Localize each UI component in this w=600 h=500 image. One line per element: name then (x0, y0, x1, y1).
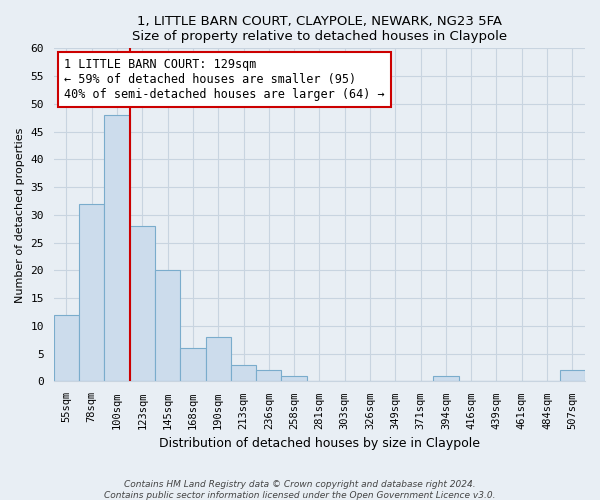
Bar (54, 315, 79, 382)
Bar (155, 270, 180, 382)
Title: 1, LITTLE BARN COURT, CLAYPOLE, NEWARK, NG23 5FA
Size of property relative to de: 1, LITTLE BARN COURT, CLAYPOLE, NEWARK, … (132, 15, 507, 43)
Bar (104, 115, 130, 382)
Bar (560, 370, 585, 382)
Bar (256, 370, 281, 382)
Text: Contains HM Land Registry data © Crown copyright and database right 2024.
Contai: Contains HM Land Registry data © Crown c… (104, 480, 496, 500)
Y-axis label: Number of detached properties: Number of detached properties (15, 127, 25, 302)
Bar (433, 376, 458, 382)
Bar (130, 226, 155, 382)
Bar (180, 348, 206, 382)
Bar (231, 365, 256, 382)
Bar (206, 337, 231, 382)
Bar (79, 204, 104, 382)
Bar (281, 376, 307, 382)
Text: 1 LITTLE BARN COURT: 129sqm
← 59% of detached houses are smaller (95)
40% of sem: 1 LITTLE BARN COURT: 129sqm ← 59% of det… (64, 58, 385, 102)
X-axis label: Distribution of detached houses by size in Claypole: Distribution of detached houses by size … (159, 437, 480, 450)
